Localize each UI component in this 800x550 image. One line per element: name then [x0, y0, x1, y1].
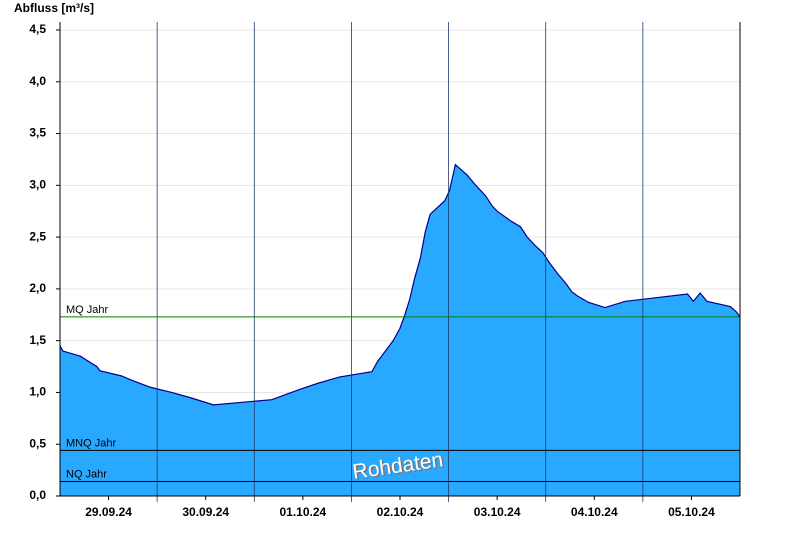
y-tick-label: 2,0 [29, 281, 46, 295]
area [60, 164, 740, 496]
y-tick-label: 4,5 [29, 22, 46, 36]
y-tick-label: 0,0 [29, 488, 46, 502]
reference-label: MQ Jahr [66, 304, 109, 316]
x-tick-label: 03.10.24 [474, 505, 521, 519]
line [59, 163, 741, 406]
y-tick-label: 0,5 [29, 436, 46, 450]
x-tick-label: 29.09.24 [85, 505, 132, 519]
y-tick-label: 2,5 [29, 229, 46, 243]
x-tick-label: 30.09.24 [182, 505, 229, 519]
x-tick-label: 01.10.24 [279, 505, 326, 519]
reference-label: NQ Jahr [66, 468, 107, 480]
reference-label: MNQ Jahr [66, 437, 116, 449]
y-tick-label: 4,0 [29, 74, 46, 88]
x-tick-label: 04.10.24 [571, 505, 618, 519]
y-tick-label: 3,0 [29, 178, 46, 192]
y-axis-label: Abfluss [m³/s] [14, 1, 94, 15]
x-tick-label: 05.10.24 [668, 505, 715, 519]
x-tick-label: 02.10.24 [377, 505, 424, 519]
y-tick-label: 1,0 [29, 385, 46, 399]
y-tick-label: 3,5 [29, 126, 46, 140]
y-tick-label: 1,5 [29, 333, 46, 347]
